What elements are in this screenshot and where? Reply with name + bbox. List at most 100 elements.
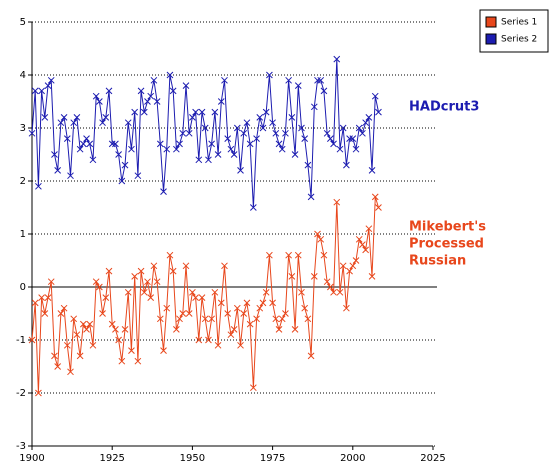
point-marker: [205, 156, 212, 164]
point-marker: [317, 76, 325, 84]
x-tick-label: 1950: [180, 453, 205, 464]
point-marker: [314, 76, 321, 84]
point-marker: [304, 315, 312, 323]
legend-box: [479, 9, 549, 53]
point-marker: [160, 347, 167, 354]
point-marker: [96, 98, 103, 105]
point-marker: [121, 161, 129, 169]
point-marker: [240, 129, 248, 137]
point-marker: [137, 87, 145, 95]
point-marker: [253, 135, 260, 142]
x-tick-label: 1975: [260, 453, 285, 464]
point-marker: [105, 87, 113, 95]
point-marker: [121, 326, 129, 333]
y-tick-label: 1: [20, 229, 26, 240]
point-marker: [349, 262, 357, 270]
point-marker: [256, 304, 264, 312]
point-marker: [330, 140, 337, 148]
y-tick-label: -2: [16, 388, 26, 399]
point-marker: [266, 71, 273, 79]
point-marker: [153, 98, 161, 105]
point-marker: [346, 267, 353, 275]
point-marker: [352, 257, 360, 264]
x-tick-label: 2000: [340, 453, 365, 464]
point-marker: [291, 151, 299, 158]
point-marker: [54, 363, 62, 370]
point-marker: [262, 108, 270, 116]
y-tick-label: -3: [16, 441, 26, 452]
point-marker: [47, 278, 55, 286]
point-marker: [314, 230, 321, 238]
point-marker: [298, 288, 305, 296]
point-marker: [371, 193, 379, 201]
point-marker: [144, 278, 151, 286]
point-marker: [38, 294, 45, 301]
point-marker: [368, 273, 376, 280]
point-marker: [330, 288, 337, 296]
point-marker: [189, 288, 196, 296]
point-marker: [214, 151, 222, 158]
point-marker: [67, 172, 74, 180]
y-tick-label: 3: [20, 123, 26, 134]
point-marker: [326, 135, 334, 142]
point-marker: [166, 71, 174, 79]
point-marker: [96, 283, 103, 291]
point-marker: [176, 140, 183, 148]
point-marker: [166, 251, 174, 259]
point-marker: [182, 262, 190, 270]
point-marker: [211, 108, 219, 116]
point-marker: [112, 326, 119, 333]
point-marker: [192, 108, 199, 116]
annotation: HADcrut3: [409, 100, 479, 115]
point-marker: [339, 124, 347, 132]
point-marker: [54, 167, 62, 174]
point-marker: [79, 320, 87, 328]
point-marker: [67, 368, 74, 376]
point-marker: [195, 156, 203, 164]
point-marker: [307, 193, 315, 201]
point-marker: [275, 326, 283, 333]
point-marker: [169, 267, 177, 275]
point-marker: [35, 182, 42, 190]
point-marker: [41, 114, 49, 121]
point-marker: [173, 145, 180, 153]
point-marker: [144, 98, 151, 105]
point-marker: [198, 294, 206, 301]
point-marker: [63, 341, 71, 349]
point-marker: [288, 114, 296, 121]
point-marker: [63, 135, 71, 142]
x-tick-label: 1900: [19, 453, 44, 464]
point-marker: [333, 198, 341, 206]
point-marker: [198, 108, 206, 116]
point-marker: [240, 310, 248, 317]
point-marker: [131, 108, 139, 116]
point-marker: [108, 320, 116, 328]
point-marker: [89, 341, 97, 349]
point-marker: [102, 114, 110, 121]
point-marker: [163, 145, 171, 153]
point-marker: [249, 204, 257, 211]
point-marker: [76, 352, 84, 360]
point-marker: [115, 151, 122, 158]
point-marker: [156, 140, 164, 148]
point-marker: [355, 235, 363, 243]
point-marker: [243, 119, 251, 127]
point-marker: [224, 310, 232, 317]
point-marker: [47, 76, 55, 84]
point-marker: [221, 262, 228, 270]
point-marker: [278, 315, 286, 323]
point-marker: [230, 326, 238, 333]
point-marker: [343, 161, 350, 169]
point-marker: [359, 241, 366, 248]
point-marker: [301, 135, 309, 142]
point-marker: [323, 129, 331, 137]
point-marker: [233, 124, 241, 132]
y-tick-label: 2: [20, 176, 26, 187]
point-marker: [298, 124, 305, 132]
point-marker: [153, 278, 161, 286]
annotation: Processed: [409, 237, 484, 252]
point-marker: [333, 55, 341, 63]
point-marker: [208, 140, 216, 148]
point-marker: [246, 140, 254, 148]
